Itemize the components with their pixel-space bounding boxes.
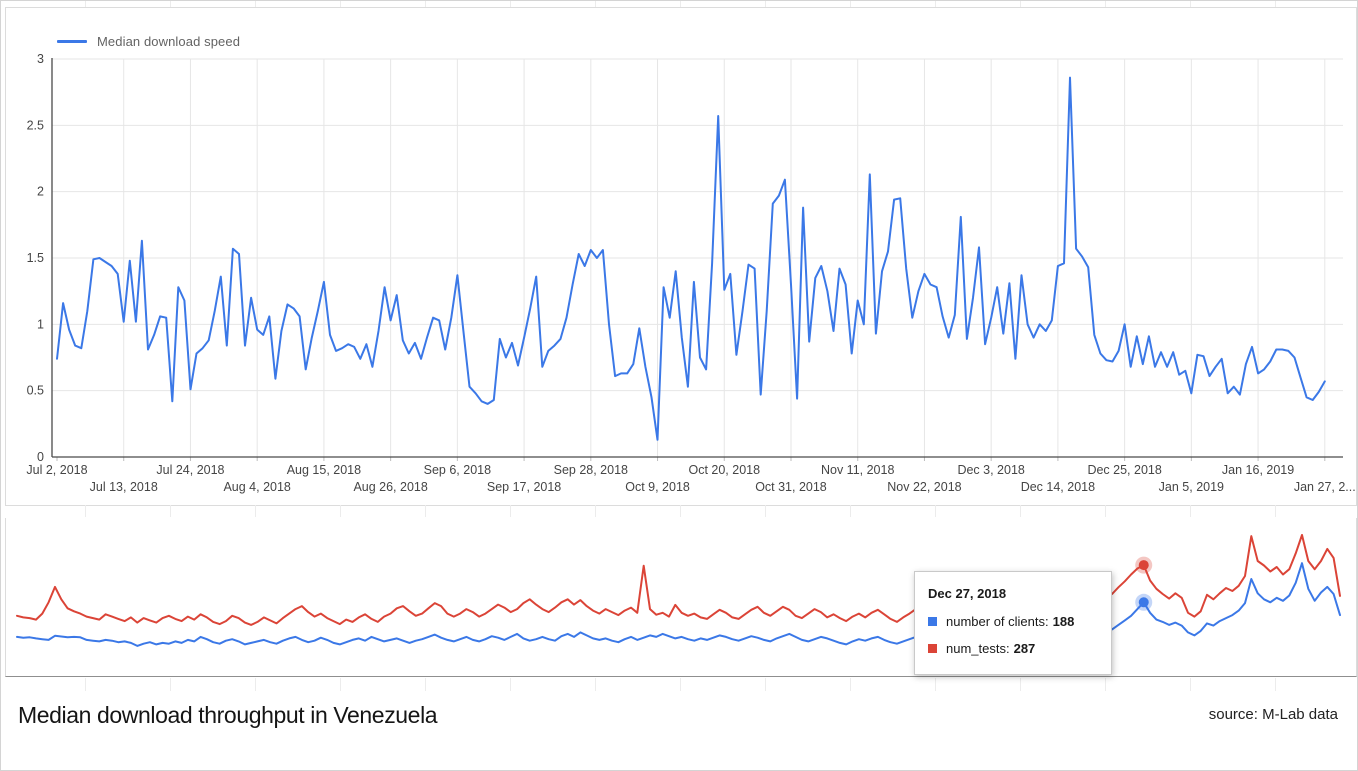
tooltip-tests-value: 287: [1013, 641, 1036, 656]
tooltip-clients-label: number of clients:: [946, 614, 1049, 629]
top-tick-strip: [1, 1, 1357, 7]
tooltip-row-clients: number of clients: 188: [928, 614, 1098, 629]
svg-text:Nov 22, 2018: Nov 22, 2018: [887, 480, 961, 494]
svg-text:Aug 4, 2018: Aug 4, 2018: [223, 480, 290, 494]
chart-tooltip: Dec 27, 2018 number of clients: 188 num_…: [914, 571, 1112, 675]
svg-text:3: 3: [37, 52, 44, 66]
chart-legend: Median download speed: [57, 33, 241, 49]
svg-text:Oct 31, 2018: Oct 31, 2018: [755, 480, 827, 494]
svg-text:Aug 15, 2018: Aug 15, 2018: [287, 463, 361, 477]
svg-text:Jan 27, 2...: Jan 27, 2...: [1294, 480, 1356, 494]
svg-text:0.5: 0.5: [27, 384, 44, 398]
overview-chart-card: [5, 518, 1357, 677]
overview-chart-svg[interactable]: [6, 518, 1356, 676]
main-chart-card: Median download speed 0 0.5 1 1.5 2 2.5 3 Jul 2…: [5, 7, 1357, 506]
svg-text:Jan 5, 2019: Jan 5, 2019: [1159, 480, 1224, 494]
svg-text:Jul 24, 2018: Jul 24, 2018: [156, 463, 224, 477]
svg-text:Sep 28, 2018: Sep 28, 2018: [554, 463, 628, 477]
tooltip-tests-row: num_tests: 287: [928, 641, 1098, 656]
svg-text:Oct 9, 2018: Oct 9, 2018: [625, 480, 690, 494]
legend-line-swatch: [57, 39, 87, 43]
svg-text:Jul 13, 2018: Jul 13, 2018: [90, 480, 158, 494]
legend-label: Median download speed: [97, 33, 241, 49]
page-title: Median download throughput in Venezuela: [18, 702, 438, 728]
svg-text:Dec 3, 2018: Dec 3, 2018: [957, 463, 1024, 477]
svg-text:2.5: 2.5: [27, 118, 44, 132]
svg-text:1.5: 1.5: [27, 251, 44, 265]
highlight-dots: [1135, 556, 1153, 611]
divider-tick-strip: [1, 505, 1357, 517]
svg-text:0: 0: [37, 450, 44, 464]
svg-text:Oct 20, 2018: Oct 20, 2018: [688, 463, 760, 477]
bottom-tick-strip: [1, 678, 1357, 691]
svg-text:Aug 26, 2018: Aug 26, 2018: [353, 480, 427, 494]
svg-text:2: 2: [37, 185, 44, 199]
svg-text:Nov 11, 2018: Nov 11, 2018: [821, 463, 894, 477]
svg-text:Sep 17, 2018: Sep 17, 2018: [487, 480, 561, 494]
tooltip-tests-label: num_tests:: [946, 641, 1010, 656]
svg-text:Dec 25, 2018: Dec 25, 2018: [1087, 463, 1161, 477]
tests-square-icon: [928, 644, 937, 653]
svg-text:Jan 16, 2019: Jan 16, 2019: [1222, 463, 1294, 477]
svg-text:Sep 6, 2018: Sep 6, 2018: [424, 463, 491, 477]
svg-text:Dec 14, 2018: Dec 14, 2018: [1021, 480, 1095, 494]
source-attribution: source: M-Lab data: [1208, 706, 1338, 723]
svg-text:Jul 2, 2018: Jul 2, 2018: [26, 463, 87, 477]
tooltip-date: Dec 27, 2018: [928, 586, 1007, 601]
tooltip-clients-value: 188: [1052, 614, 1075, 629]
svg-text:1: 1: [37, 317, 44, 331]
clients-square-icon: [928, 617, 937, 626]
